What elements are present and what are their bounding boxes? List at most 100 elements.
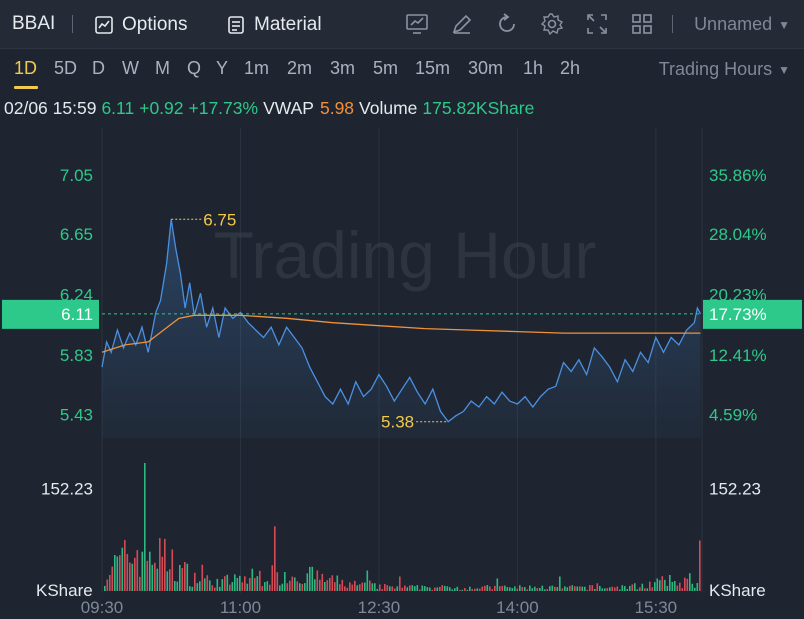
x-tick-label: 11:00 bbox=[220, 598, 261, 617]
timeframe-1d[interactable]: 1D bbox=[14, 58, 38, 78]
high-annotation-label: 6.75 bbox=[203, 210, 236, 229]
timeframe-w[interactable]: W bbox=[122, 58, 139, 78]
x-tick-label: 12:30 bbox=[358, 598, 401, 617]
timeframe-3m[interactable]: 3m bbox=[330, 58, 356, 78]
volume-bar bbox=[156, 568, 159, 591]
timeframe-m[interactable]: M bbox=[155, 58, 170, 78]
chart-board-icon[interactable] bbox=[405, 12, 429, 36]
volume-bar bbox=[136, 550, 139, 591]
volume-bar bbox=[504, 585, 506, 591]
timeframe-2m[interactable]: 2m bbox=[287, 58, 313, 78]
volume-bar bbox=[644, 588, 646, 591]
volume-bar bbox=[206, 575, 209, 591]
volume-bar bbox=[359, 584, 361, 591]
volume-bar bbox=[381, 589, 384, 591]
volume-bar bbox=[229, 584, 231, 591]
fullscreen-icon[interactable] bbox=[585, 12, 609, 36]
volume-bar bbox=[399, 576, 401, 591]
volume-bar bbox=[436, 587, 439, 591]
volume-bar bbox=[361, 582, 364, 591]
draw-pen-icon[interactable] bbox=[450, 12, 474, 36]
volume-bar bbox=[336, 575, 339, 591]
volume-bar bbox=[164, 538, 166, 591]
volume-bar bbox=[319, 579, 321, 591]
timeframe-d[interactable]: D bbox=[92, 58, 105, 78]
volume-bar bbox=[641, 583, 644, 591]
volume-unit-right: KShare bbox=[709, 581, 766, 600]
volume-bar bbox=[391, 586, 394, 591]
volume-bar bbox=[219, 586, 221, 591]
volume-bar bbox=[619, 589, 621, 591]
settings-gear-icon[interactable] bbox=[540, 12, 564, 36]
volume-bar bbox=[251, 568, 254, 591]
volume-bar bbox=[521, 587, 524, 591]
volume-bar bbox=[586, 589, 589, 591]
volume-bar bbox=[231, 582, 234, 591]
volume-bar bbox=[669, 575, 671, 591]
volume-bar bbox=[374, 583, 376, 591]
volume-bar bbox=[626, 589, 629, 591]
timeframe-1m[interactable]: 1m bbox=[244, 58, 270, 78]
volume-bar bbox=[154, 562, 156, 591]
timeframe-5d[interactable]: 5D bbox=[54, 58, 78, 78]
options-button[interactable]: Options bbox=[94, 12, 187, 38]
timeframe-y[interactable]: Y bbox=[216, 58, 229, 78]
volume-bar bbox=[666, 585, 669, 591]
volume-bar bbox=[564, 586, 566, 591]
volume-bar bbox=[194, 572, 196, 591]
session-dropdown[interactable]: Trading Hours ▼ bbox=[659, 59, 790, 80]
ticker-symbol[interactable]: BBAI bbox=[12, 13, 56, 34]
volume-axis-label-left: 152.23 bbox=[41, 479, 93, 498]
volume-bar bbox=[401, 587, 404, 591]
vwap-line bbox=[101, 314, 701, 353]
layout-name-label: Unnamed bbox=[694, 14, 773, 34]
volume-bar bbox=[289, 580, 291, 591]
timeframe-q[interactable]: Q bbox=[187, 58, 202, 78]
volume-bar bbox=[109, 575, 111, 591]
timeframe-1h[interactable]: 1h bbox=[523, 58, 544, 78]
refresh-icon[interactable] bbox=[495, 12, 519, 36]
timeframe-30m[interactable]: 30m bbox=[468, 58, 504, 78]
current-price-tag bbox=[2, 299, 99, 329]
volume-bar bbox=[454, 588, 456, 591]
intraday-chart[interactable]: 7.056.656.245.835.4335.86%28.04%20.23%12… bbox=[0, 128, 804, 619]
volume-bar bbox=[419, 589, 421, 591]
volume-bar bbox=[471, 589, 474, 591]
volume-bar bbox=[429, 587, 431, 591]
volume-bar bbox=[434, 587, 436, 591]
volume-bar bbox=[239, 575, 241, 591]
volume-bar bbox=[191, 586, 194, 591]
volume-bar bbox=[216, 578, 219, 591]
volume-bar bbox=[351, 584, 354, 591]
material-button[interactable]: Material bbox=[226, 12, 322, 38]
volume-bar bbox=[594, 589, 596, 591]
volume-bar bbox=[574, 586, 576, 591]
volume-bar bbox=[371, 583, 374, 591]
timeframe-5m[interactable]: 5m bbox=[373, 58, 399, 78]
timeframe-2h[interactable]: 2h bbox=[560, 58, 581, 78]
layout-name-dropdown[interactable]: Unnamed ▼ bbox=[694, 14, 790, 35]
volume-bar bbox=[116, 556, 119, 591]
volume-bar bbox=[406, 587, 409, 591]
volume-label: Volume bbox=[359, 98, 418, 118]
volume-bar bbox=[671, 581, 674, 591]
volume-bar bbox=[539, 588, 541, 591]
volume-bar bbox=[299, 583, 301, 591]
volume-bar bbox=[274, 526, 276, 591]
volume-bar bbox=[639, 587, 641, 591]
volume-bar bbox=[129, 562, 131, 591]
grid-layout-icon[interactable] bbox=[630, 12, 654, 36]
volume-bar bbox=[684, 577, 686, 591]
volume-bar bbox=[481, 586, 484, 591]
volume-bar bbox=[424, 586, 426, 591]
volume-bar bbox=[266, 581, 269, 591]
volume-bar bbox=[309, 566, 311, 591]
volume-bar bbox=[394, 588, 396, 591]
timeframe-bar: 1D 5D D W M Q Y 1m 2m 3m 5m 15m 30m 1h 2h Trading Hour… bbox=[0, 48, 804, 92]
volume-bar bbox=[324, 582, 326, 591]
volume-bar bbox=[589, 585, 591, 591]
timeframe-15m[interactable]: 15m bbox=[415, 58, 451, 78]
options-label: Options bbox=[122, 14, 188, 35]
volume-bar bbox=[259, 570, 261, 591]
volume-bar bbox=[616, 586, 619, 591]
